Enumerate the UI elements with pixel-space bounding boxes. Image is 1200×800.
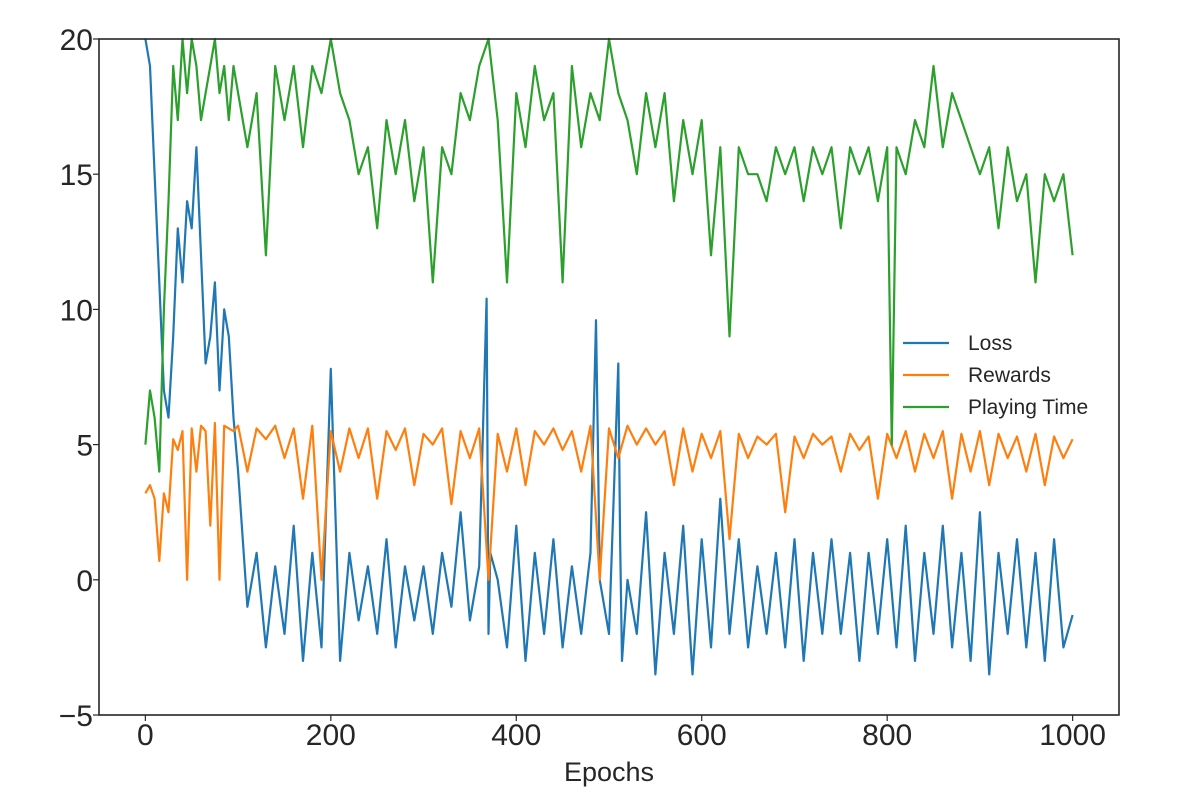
x-tick-label: 600 — [677, 719, 727, 752]
y-tick-label: 5 — [76, 430, 93, 463]
x-axis: 0 200 400 600 800 1000 — [137, 715, 1106, 752]
series-line-playing-time — [144, 37, 1074, 473]
x-tick-label: 1000 — [1039, 719, 1106, 752]
y-axis: −5 0 5 10 15 20 — [59, 24, 99, 733]
x-tick-label: 400 — [491, 719, 541, 752]
series-line-loss — [144, 38, 1074, 676]
y-tick-label: 20 — [60, 24, 93, 57]
legend: Loss Rewards Playing Time — [903, 332, 1088, 419]
series-layer — [144, 37, 1074, 676]
series-line-rewards — [144, 421, 1074, 581]
x-tick-label: 800 — [862, 719, 912, 752]
x-tick-label: 0 — [137, 719, 154, 752]
legend-label: Playing Time — [968, 396, 1088, 419]
legend-label: Rewards — [968, 364, 1051, 387]
y-tick-label: −5 — [59, 700, 93, 733]
x-axis-title: Epochs — [564, 757, 654, 787]
y-tick-label: 15 — [60, 159, 93, 192]
x-tick-label: 200 — [306, 719, 356, 752]
y-tick-label: 0 — [76, 565, 93, 598]
legend-label: Loss — [968, 332, 1012, 355]
y-tick-label: 10 — [60, 294, 93, 327]
plot-frame — [98, 38, 1120, 716]
